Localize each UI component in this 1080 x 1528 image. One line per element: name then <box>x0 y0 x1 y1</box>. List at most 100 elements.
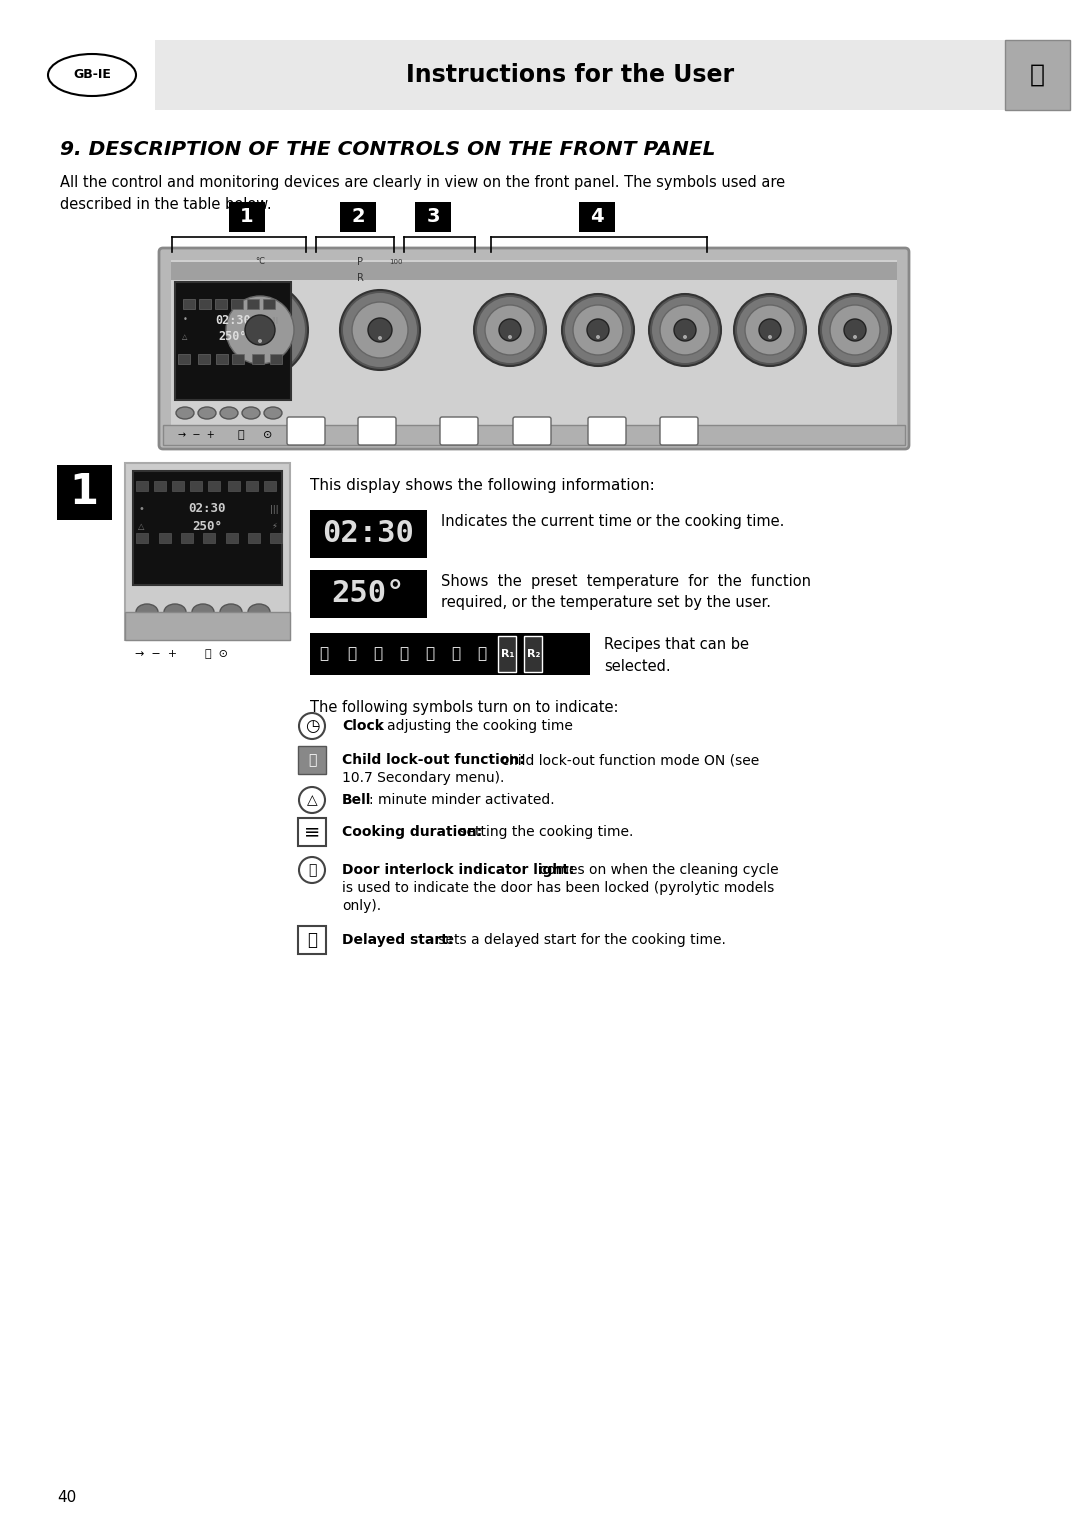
Text: Instructions for the User: Instructions for the User <box>406 63 734 87</box>
Circle shape <box>588 319 609 341</box>
Circle shape <box>759 319 781 341</box>
Text: 3: 3 <box>427 208 440 226</box>
Circle shape <box>737 296 804 364</box>
Circle shape <box>474 293 546 367</box>
Bar <box>248 533 260 542</box>
Circle shape <box>340 290 420 370</box>
Text: △: △ <box>307 793 318 807</box>
Bar <box>136 533 148 542</box>
Bar <box>203 533 215 542</box>
FancyBboxPatch shape <box>440 417 478 445</box>
Ellipse shape <box>136 604 158 620</box>
Text: 02:30: 02:30 <box>188 503 226 515</box>
Text: Child lock-out function:: Child lock-out function: <box>342 753 525 767</box>
Text: Cooking duration:: Cooking duration: <box>342 825 483 839</box>
Text: 250°: 250° <box>219 330 247 344</box>
Text: ≡: ≡ <box>303 822 320 842</box>
Bar <box>208 481 220 490</box>
Circle shape <box>212 283 308 377</box>
Text: 1: 1 <box>240 208 254 226</box>
Text: ⏱  ⊙: ⏱ ⊙ <box>205 649 228 659</box>
Text: ⊙: ⊙ <box>264 429 272 440</box>
Text: Indicates the current time or the cooking time.: Indicates the current time or the cookin… <box>441 513 784 529</box>
Bar <box>247 299 259 309</box>
Text: Shows  the  preset  temperature  for  the  function
required, or the temperature: Shows the preset temperature for the fun… <box>441 575 811 610</box>
Circle shape <box>258 339 262 342</box>
Ellipse shape <box>242 406 260 419</box>
Ellipse shape <box>198 406 216 419</box>
Text: R₁: R₁ <box>501 649 515 659</box>
Circle shape <box>245 315 275 345</box>
FancyBboxPatch shape <box>287 417 325 445</box>
Text: R₂: R₂ <box>527 649 541 659</box>
Text: ◷: ◷ <box>305 717 320 735</box>
Bar <box>172 481 184 490</box>
Text: •: • <box>138 504 144 513</box>
Circle shape <box>378 336 382 341</box>
Text: only).: only). <box>342 898 381 914</box>
Text: : adjusting the cooking time: : adjusting the cooking time <box>378 720 572 733</box>
Bar <box>181 533 193 542</box>
Bar <box>298 746 326 775</box>
Text: P: P <box>357 257 363 267</box>
FancyBboxPatch shape <box>415 202 451 232</box>
Text: |||: ||| <box>271 316 279 324</box>
FancyBboxPatch shape <box>340 202 376 232</box>
Bar <box>232 354 244 364</box>
Bar <box>198 354 210 364</box>
Bar <box>159 533 171 542</box>
Text: 🗝: 🗝 <box>308 753 316 767</box>
Text: •: • <box>183 315 188 324</box>
Circle shape <box>831 306 880 354</box>
Bar <box>252 354 264 364</box>
Circle shape <box>734 293 806 367</box>
Circle shape <box>674 319 696 341</box>
Circle shape <box>853 335 858 339</box>
Text: 🧁: 🧁 <box>400 646 408 662</box>
Text: 02:30: 02:30 <box>322 520 414 549</box>
Text: : minute minder activated.: : minute minder activated. <box>369 793 555 807</box>
Text: 40: 40 <box>57 1490 77 1505</box>
Circle shape <box>649 293 721 367</box>
Circle shape <box>299 714 325 740</box>
Bar <box>199 299 211 309</box>
Text: 100: 100 <box>389 260 403 264</box>
Text: 🍗: 🍗 <box>320 646 328 662</box>
Circle shape <box>499 319 521 341</box>
Text: |||: ||| <box>270 504 279 513</box>
Circle shape <box>573 306 623 354</box>
Text: This display shows the following information:: This display shows the following informa… <box>310 478 654 494</box>
Text: All the control and monitoring devices are clearly in view on the front panel. T: All the control and monitoring devices a… <box>60 176 785 212</box>
Bar <box>310 633 590 675</box>
Bar <box>298 817 326 847</box>
Ellipse shape <box>264 406 282 419</box>
Text: Delayed start:: Delayed start: <box>342 934 454 947</box>
Ellipse shape <box>164 604 186 620</box>
Ellipse shape <box>192 604 214 620</box>
Bar <box>1005 40 1070 110</box>
Text: 🫕: 🫕 <box>477 646 487 662</box>
Circle shape <box>343 293 417 367</box>
Text: The following symbols turn on to indicate:: The following symbols turn on to indicat… <box>310 700 619 715</box>
Text: △: △ <box>183 335 188 341</box>
Text: comes on when the cleaning cycle: comes on when the cleaning cycle <box>535 863 779 877</box>
Bar <box>231 299 243 309</box>
Bar <box>298 926 326 953</box>
Text: Clock: Clock <box>342 720 383 733</box>
Circle shape <box>368 318 392 342</box>
Bar <box>246 481 258 490</box>
Circle shape <box>843 319 866 341</box>
Bar <box>57 465 112 520</box>
Bar <box>310 570 427 617</box>
Bar <box>171 260 897 437</box>
Circle shape <box>485 306 535 354</box>
Text: 4: 4 <box>590 208 604 226</box>
Circle shape <box>226 296 294 364</box>
Text: child lock-out function mode ON (see: child lock-out function mode ON (see <box>497 753 759 767</box>
Text: Bell: Bell <box>342 793 372 807</box>
Text: 250°: 250° <box>192 520 222 532</box>
Bar <box>264 299 275 309</box>
Bar <box>270 354 282 364</box>
Bar <box>310 510 427 558</box>
Text: ⧖: ⧖ <box>307 931 318 949</box>
